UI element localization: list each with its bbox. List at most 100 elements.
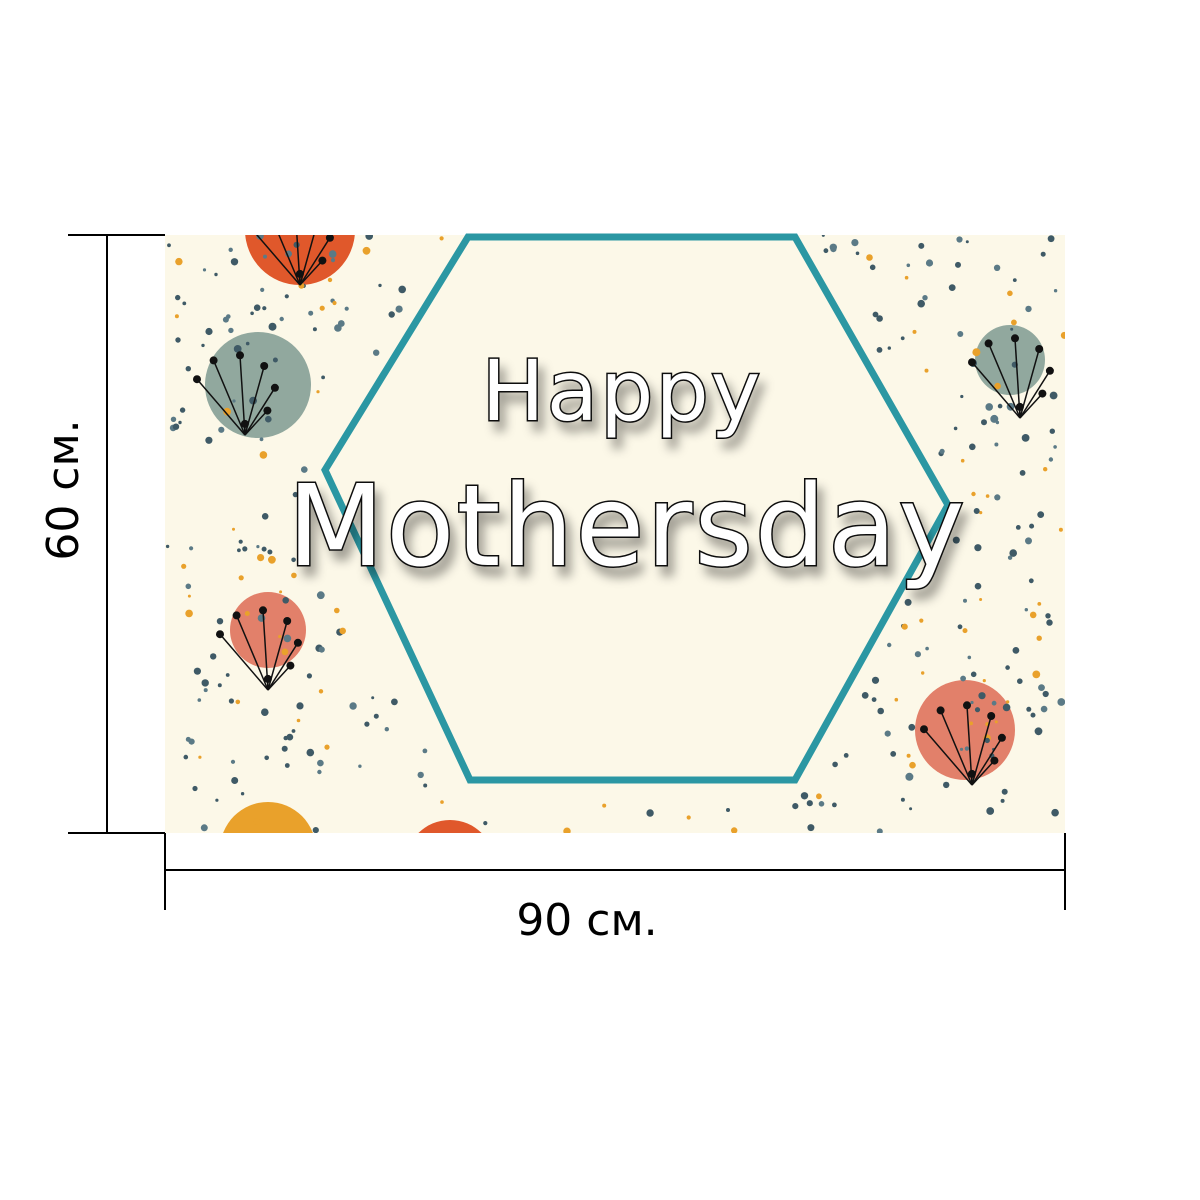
dot [235, 699, 241, 705]
flower-seed [990, 756, 999, 765]
dot [904, 275, 909, 280]
dot [960, 675, 966, 682]
flower-stem [212, 360, 246, 436]
dot [316, 591, 325, 600]
dot [904, 598, 912, 606]
dot [483, 821, 488, 826]
dot [178, 420, 182, 425]
dot [395, 305, 403, 313]
dot [832, 761, 838, 768]
dot [327, 277, 333, 283]
flower-seed [295, 269, 304, 278]
dot [901, 623, 908, 630]
dot [362, 246, 371, 255]
dot [233, 345, 242, 353]
dot [244, 611, 250, 616]
dot [876, 315, 883, 322]
flower-stem [299, 260, 323, 286]
dot [918, 242, 925, 249]
dot [981, 419, 987, 426]
dot [1017, 678, 1023, 684]
dot [1025, 537, 1032, 545]
dot [1021, 434, 1030, 442]
dot [253, 818, 261, 825]
dot [1019, 470, 1026, 476]
dot [994, 382, 1001, 390]
flower-seed [984, 339, 993, 348]
dot [358, 764, 362, 768]
flower-seed [263, 674, 272, 683]
dot [261, 546, 267, 552]
dot [202, 268, 207, 272]
dot [371, 696, 375, 700]
dimension-lines [68, 234, 1066, 910]
dot [316, 390, 320, 394]
dot [979, 510, 983, 515]
dot [997, 403, 1003, 409]
dot [1037, 511, 1045, 518]
dot [265, 415, 272, 423]
dot [188, 738, 195, 745]
dot [985, 403, 993, 411]
flower-stem [939, 710, 973, 786]
flower-seed [318, 256, 327, 265]
dot [330, 258, 336, 263]
dot [646, 809, 654, 817]
flower-stem [196, 378, 246, 436]
dot [1010, 327, 1014, 331]
dot [960, 458, 965, 463]
dot [172, 423, 180, 430]
dot [962, 628, 968, 634]
dot [861, 692, 869, 699]
dot [1026, 706, 1032, 712]
dot [919, 618, 924, 623]
dot [237, 548, 241, 553]
dot [964, 746, 970, 751]
flower-stem [971, 760, 995, 786]
dot [1058, 527, 1063, 532]
dot [165, 544, 170, 549]
dot [1030, 712, 1036, 718]
dot [806, 800, 813, 807]
dot [1005, 700, 1010, 704]
flower-stem [299, 237, 331, 286]
dot [296, 702, 304, 710]
dot [312, 327, 317, 332]
dot [948, 284, 956, 291]
dot [281, 648, 289, 656]
dot [1028, 578, 1034, 584]
dot [912, 329, 917, 334]
dot [1002, 703, 1011, 712]
dot [978, 692, 986, 700]
dot [423, 783, 428, 788]
dot [1040, 251, 1046, 257]
dot [281, 745, 288, 752]
dot [324, 744, 330, 750]
flower [245, 235, 355, 285]
dot [1049, 428, 1056, 434]
dot [1012, 278, 1017, 282]
flower [223, 802, 313, 833]
dot [943, 781, 950, 789]
dot [261, 708, 269, 716]
dot [994, 494, 1001, 501]
dot [967, 655, 972, 660]
dot [906, 753, 911, 758]
dot [1060, 331, 1065, 339]
flower-seed [997, 733, 1006, 742]
dot [1024, 608, 1029, 612]
dot [259, 451, 268, 459]
dot [1057, 698, 1065, 706]
dot [979, 598, 983, 601]
dot [990, 414, 999, 423]
flower-seed [968, 358, 976, 367]
dot [855, 251, 860, 256]
dot [821, 235, 825, 237]
dot [900, 336, 905, 341]
dot [830, 246, 837, 253]
dot [876, 347, 883, 353]
width-label: 90 см. [516, 895, 657, 946]
dot [876, 828, 883, 833]
dot [318, 689, 324, 694]
dot [439, 236, 444, 241]
